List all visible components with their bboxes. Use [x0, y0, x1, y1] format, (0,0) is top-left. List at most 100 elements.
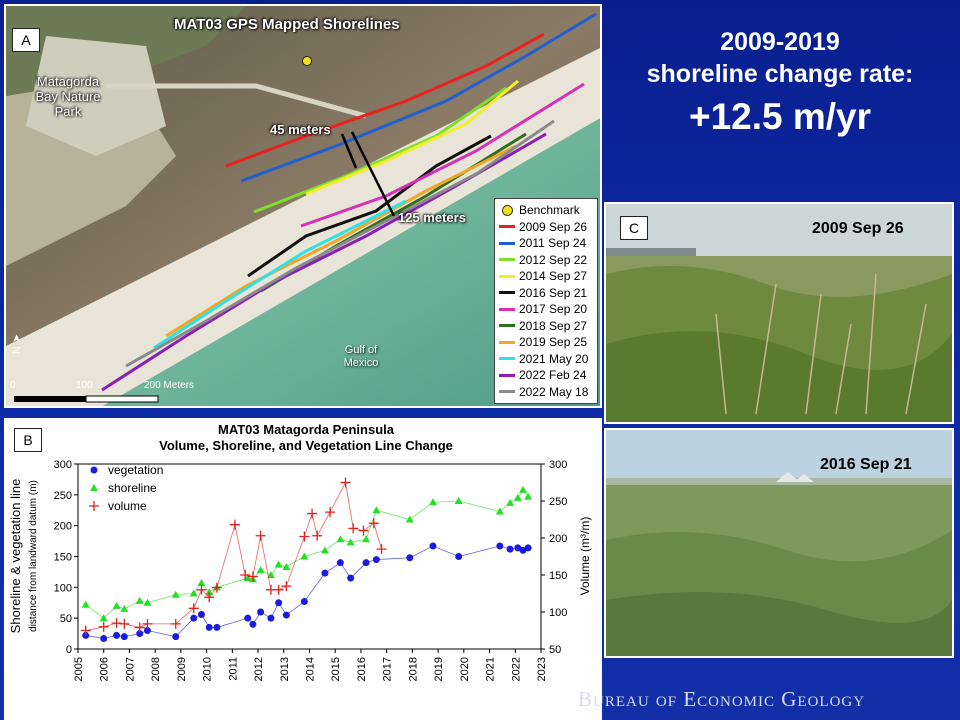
point-vegetation: [524, 544, 532, 552]
point-volume: [247, 571, 258, 582]
legend-item: 2017 Sep 20: [499, 301, 597, 318]
legend-label: 2018 Sep 27: [519, 318, 588, 333]
shoreline-2021: [153, 199, 407, 350]
point-vegetation: [136, 630, 144, 638]
north-arrow-icon: N ➤: [11, 334, 23, 354]
point-vegetation: [372, 556, 380, 564]
legend-label: 2011 Sep 24: [519, 236, 587, 251]
point-vegetation: [267, 614, 275, 622]
x-tick-label: 2006: [99, 657, 111, 681]
x-tick-label: 2018: [407, 657, 419, 681]
point-shoreline: [135, 596, 144, 604]
legend-item: 2022 May 18: [499, 384, 597, 401]
legend-label-volume: volume: [108, 499, 147, 513]
point-shoreline: [81, 600, 90, 608]
point-shoreline: [120, 604, 129, 612]
point-shoreline: [282, 562, 291, 570]
measure-45-arrow: [340, 133, 358, 169]
x-tick-label: 2009: [176, 657, 188, 681]
point-volume: [111, 618, 122, 629]
point-vegetation: [172, 633, 180, 641]
point-volume: [204, 592, 215, 603]
point-shoreline: [274, 560, 283, 568]
x-tick-label: 2015: [330, 657, 342, 681]
legend-item: Benchmark: [499, 202, 597, 219]
photo-2016-image: [606, 430, 952, 656]
point-vegetation: [282, 611, 290, 619]
shoreline-2017: [300, 82, 585, 228]
y-left-tick-label: 300: [54, 459, 72, 471]
shoreline-map-panel: N ➤ A MAT03 GPS Mapped Shorelines Matago…: [4, 4, 602, 408]
legend-item: 2016 Sep 21: [499, 285, 597, 302]
point-vegetation: [249, 620, 257, 628]
headline-caption: shoreline change rate:: [646, 60, 914, 88]
point-shoreline: [320, 546, 329, 554]
map-legend: Benchmark 2009 Sep 26 2011 Sep 24 2012 Sep …: [494, 198, 598, 404]
chart-subtitle: Volume, Shoreline, and Vegetation Line C…: [159, 438, 453, 453]
point-volume: [188, 603, 199, 614]
shoreline-2016: [247, 134, 492, 278]
point-vegetation: [257, 608, 265, 616]
measure-45-label: 45 meters: [270, 122, 331, 137]
point-shoreline: [266, 571, 275, 578]
point-vegetation: [120, 633, 128, 641]
legend-label: 2017 Sep 20: [519, 302, 588, 317]
footer-text: Bureau of Economic Geology: [578, 687, 866, 711]
point-vegetation: [113, 631, 121, 639]
y-left-axis-label: Shoreline & vegetation line: [8, 479, 23, 634]
point-volume: [348, 523, 359, 534]
x-tick-label: 2013: [279, 657, 291, 681]
point-volume: [80, 625, 91, 636]
point-volume: [134, 622, 145, 633]
shoreline-2009: [225, 32, 545, 168]
point-vegetation: [213, 623, 221, 631]
point-shoreline: [454, 497, 463, 504]
x-tick-label: 2020: [459, 657, 471, 681]
y-right-tick-label: 300: [549, 459, 567, 471]
point-volume: [119, 618, 130, 629]
x-tick-label: 2005: [73, 657, 85, 681]
point-shoreline: [336, 535, 345, 543]
map-title: MAT03 GPS Mapped Shorelines: [174, 16, 400, 33]
point-shoreline: [197, 579, 206, 587]
point-shoreline: [99, 614, 108, 622]
legend-label: 2022 May 18: [519, 384, 589, 399]
point-volume: [340, 477, 351, 488]
y-left-tick-label: 250: [54, 490, 72, 502]
legend-marker-shoreline: [90, 484, 98, 491]
point-vegetation: [275, 599, 283, 607]
point-volume: [299, 531, 310, 542]
legend-marker-vegetation: [90, 466, 98, 474]
y-left-tick-label: 200: [54, 521, 72, 533]
legend-item: 2018 Sep 27: [499, 318, 597, 335]
y-right-tick-label: 250: [549, 496, 567, 508]
point-volume: [281, 581, 292, 592]
photo-2009-image: [606, 204, 952, 422]
x-tick-label: 2021: [485, 657, 497, 681]
y-left-tick-label: 150: [54, 552, 72, 564]
legend-label: 2019 Sep 25: [519, 335, 588, 350]
legend-label: 2021 May 20: [519, 351, 589, 366]
x-tick-label: 2007: [124, 657, 136, 681]
chart-title: MAT03 Matagorda Peninsula: [218, 422, 395, 437]
legend-swatch: [499, 390, 515, 394]
point-shoreline: [205, 588, 214, 596]
x-tick-label: 2014: [305, 657, 317, 681]
y-left-tick-label: 100: [54, 582, 72, 594]
panel-a-label: A: [12, 28, 40, 52]
point-volume: [358, 525, 369, 536]
point-vegetation: [406, 554, 414, 562]
x-tick-label: 2023: [536, 657, 548, 681]
point-shoreline: [513, 493, 522, 501]
series-line-vegetation: [85, 545, 529, 639]
measure-125-label: 125 meters: [398, 210, 466, 225]
scale-label-100: 100: [76, 380, 93, 391]
point-vegetation: [506, 545, 514, 553]
point-vegetation: [300, 598, 308, 606]
y-left-tick-label: 0: [66, 644, 72, 656]
shoreline-2014: [305, 79, 519, 196]
legend-item: 2014 Sep 27: [499, 268, 597, 285]
point-shoreline: [362, 535, 371, 543]
benchmark-dot-icon: [502, 204, 513, 216]
